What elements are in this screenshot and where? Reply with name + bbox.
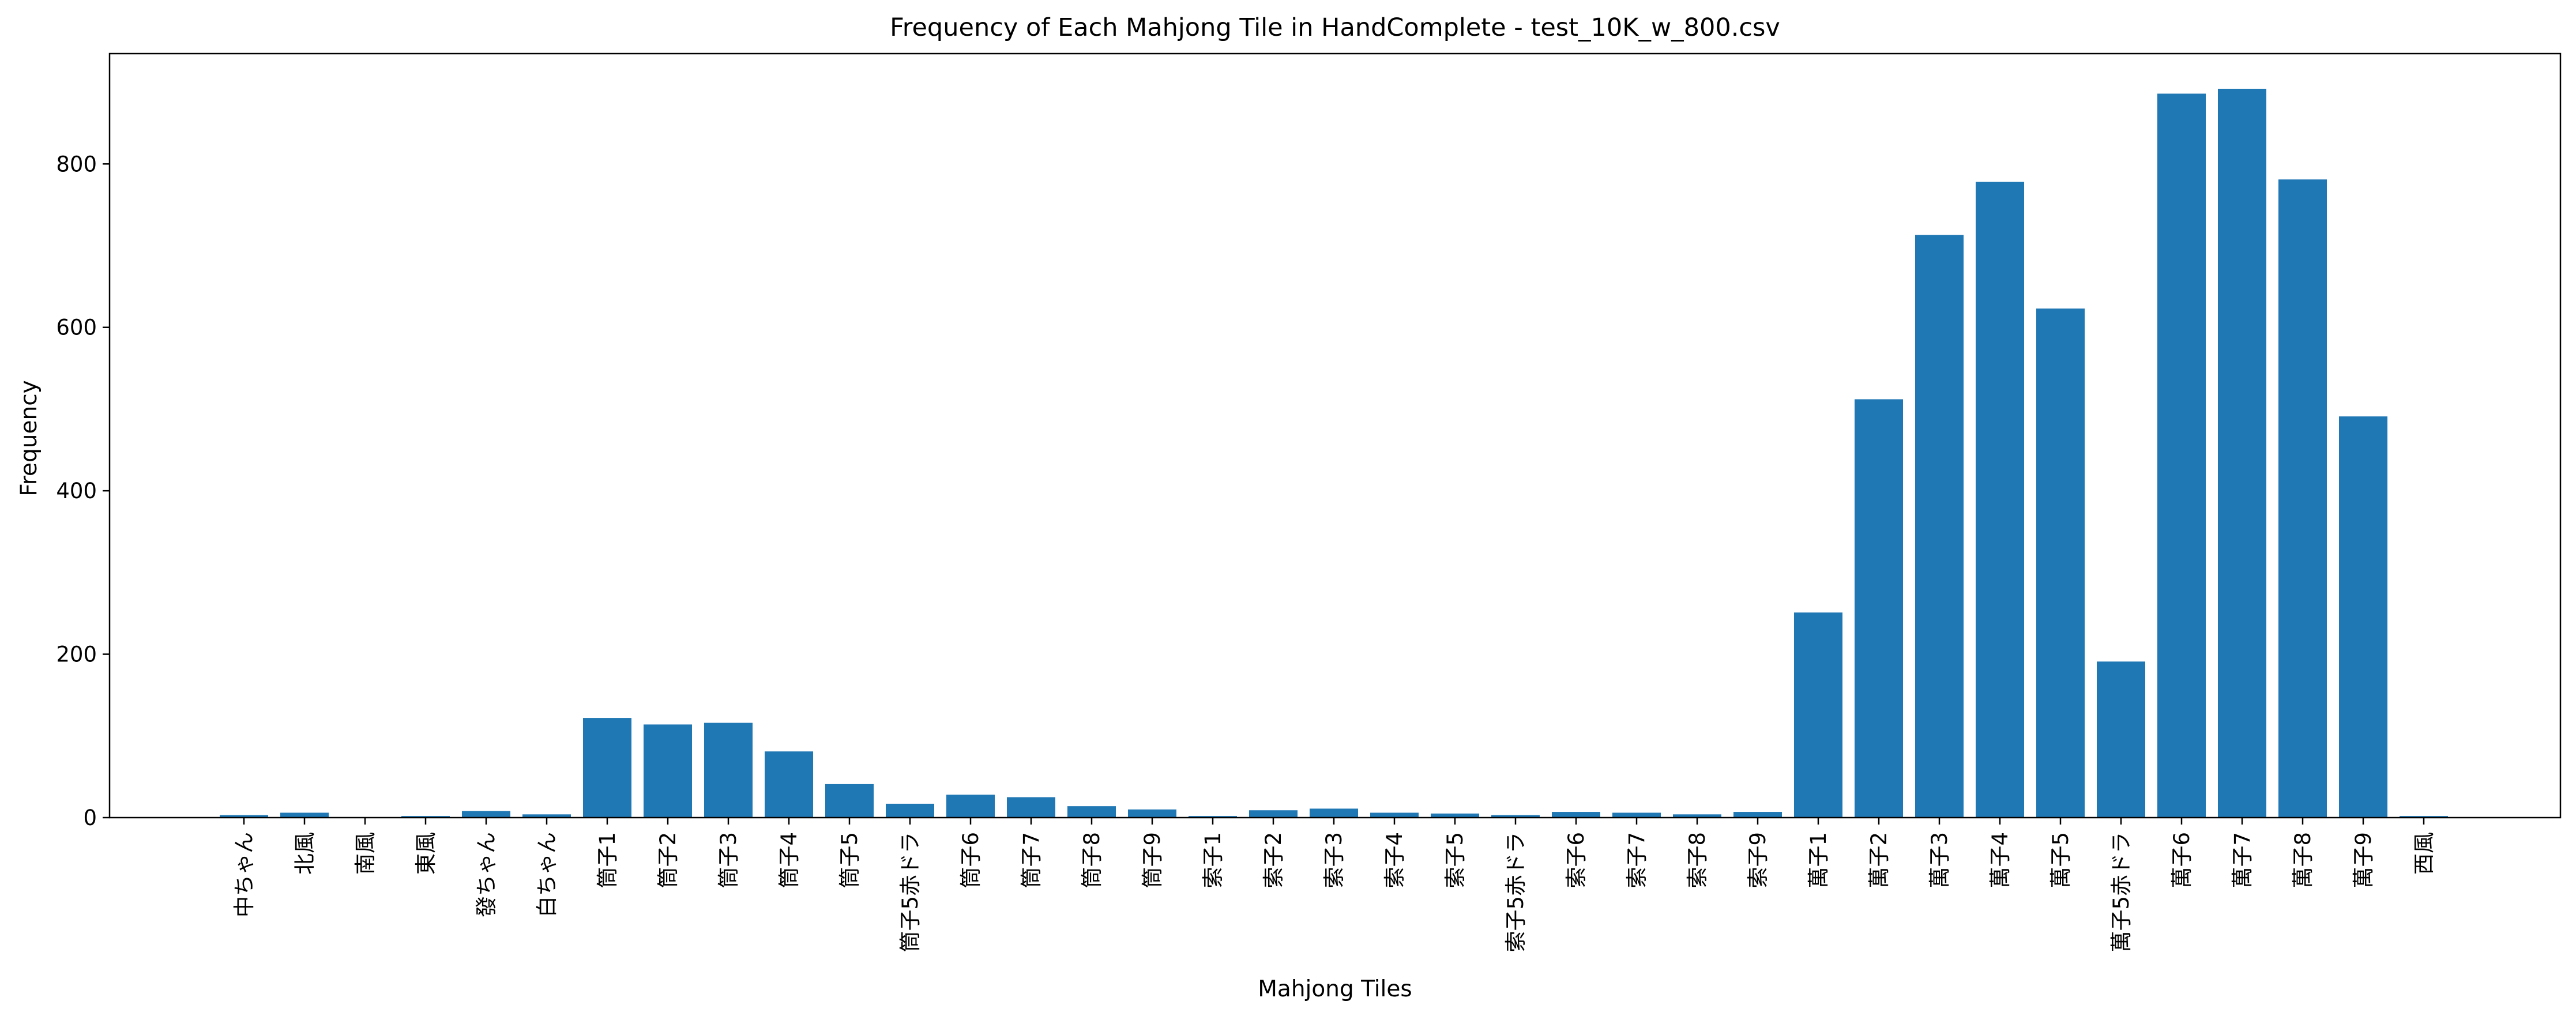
bar xyxy=(1310,808,1358,818)
bar xyxy=(2097,661,2145,818)
x-axis: 中ちゃん 北風 南風 東風 發ちゃん 白ちゃん 筒子1 筒子2 筒子3 筒子4 筒子5 筒子5赤ドラ 筒… xyxy=(232,818,2436,953)
x-tick-label: 中ちゃん xyxy=(232,832,257,917)
bar xyxy=(1249,810,1298,818)
bar xyxy=(522,814,571,818)
bar xyxy=(2339,416,2387,818)
x-tick-label: 南風 xyxy=(353,832,378,875)
bar xyxy=(1915,235,1964,818)
x-tick-label: 萬子8 xyxy=(2291,832,2315,889)
chart-title: Frequency of Each Mahjong Tile in HandCo… xyxy=(890,13,1780,42)
y-tick-label: 200 xyxy=(56,642,97,667)
bar xyxy=(1612,812,1661,818)
bars xyxy=(220,88,2448,818)
bar xyxy=(1673,814,1721,818)
bar xyxy=(280,812,329,818)
bar xyxy=(886,803,934,818)
x-tick-label: 索子2 xyxy=(1261,832,1286,889)
bar xyxy=(704,722,753,818)
x-tick-label: 萬子2 xyxy=(1867,832,1891,889)
plot-frame xyxy=(108,52,2562,819)
x-tick-label: 筒子4 xyxy=(777,832,802,889)
x-tick-label: 索子3 xyxy=(1322,832,1347,889)
x-tick-label: 萬子4 xyxy=(1988,832,2013,889)
bar xyxy=(2036,308,2085,818)
x-tick-label: 白ちゃん xyxy=(535,832,559,917)
bar xyxy=(1855,399,1903,818)
x-tick-label: 索子4 xyxy=(1382,832,1407,889)
bar xyxy=(583,718,631,818)
x-tick-label: 萬子7 xyxy=(2230,832,2255,889)
bar xyxy=(1794,612,1842,818)
x-tick-label: 西風 xyxy=(2412,832,2436,875)
bar xyxy=(765,751,813,818)
bar xyxy=(1976,182,2024,818)
bar xyxy=(1552,812,1600,818)
bar xyxy=(825,784,874,818)
x-tick-label: 筒子3 xyxy=(716,832,741,889)
x-tick-label: 萬子5 xyxy=(2048,832,2073,889)
bar xyxy=(1491,815,1540,818)
bar xyxy=(1189,816,1237,818)
x-tick-label: 索子8 xyxy=(1685,832,1710,889)
x-tick-label: 筒子2 xyxy=(656,832,680,889)
x-tick-label: 筒子8 xyxy=(1080,832,1104,889)
x-tick-label: 萬子6 xyxy=(2169,832,2194,889)
bar xyxy=(401,816,450,818)
y-tick-label: 800 xyxy=(56,152,97,176)
x-tick-label: 索子6 xyxy=(1564,832,1589,889)
bar xyxy=(2278,179,2327,818)
x-tick-label: 索子5 xyxy=(1443,832,1468,889)
x-axis-label: Mahjong Tiles xyxy=(1258,976,1412,1002)
x-tick-label: 筒子7 xyxy=(1019,832,1044,889)
x-tick-label: 索子5赤ドラ xyxy=(1503,832,1528,953)
x-tick-label: 筒子5赤ドラ xyxy=(898,832,923,953)
bar xyxy=(2218,88,2266,818)
x-tick-label: 筒子5 xyxy=(837,832,862,889)
y-tick-label: 600 xyxy=(56,315,97,340)
x-tick-label: 索子9 xyxy=(1746,832,1770,889)
y-tick-label: 400 xyxy=(56,479,97,503)
x-tick-label: 筒子9 xyxy=(1140,832,1165,889)
bar xyxy=(1007,797,1055,818)
bar xyxy=(946,795,995,818)
bar xyxy=(220,815,268,818)
bar xyxy=(2157,93,2206,818)
x-tick-label: 萬子3 xyxy=(1927,832,1952,889)
bar xyxy=(644,724,692,818)
x-tick-label: 索子7 xyxy=(1624,832,1649,889)
bar xyxy=(1128,809,1176,818)
bar xyxy=(1067,806,1116,818)
bar xyxy=(2400,816,2448,818)
x-tick-label: 萬子5赤ドラ xyxy=(2109,832,2134,953)
x-tick-label: 東風 xyxy=(413,832,438,875)
bar xyxy=(1431,813,1479,818)
x-tick-label: 筒子1 xyxy=(595,832,620,889)
y-axis-label: Frequency xyxy=(16,380,42,496)
y-axis: 0 200 400 600 800 xyxy=(56,152,110,830)
bar xyxy=(1733,812,1782,818)
x-tick-label: 發ちゃん xyxy=(474,832,499,917)
x-tick-label: 筒子6 xyxy=(958,832,983,889)
bar xyxy=(1370,812,1419,818)
bar xyxy=(462,811,510,818)
y-tick-label: 0 xyxy=(83,806,97,830)
x-tick-label: 萬子1 xyxy=(1806,832,1831,889)
x-tick-label: 萬子9 xyxy=(2351,832,2376,889)
x-tick-label: 北風 xyxy=(292,832,317,875)
x-tick-label: 索子1 xyxy=(1201,832,1225,889)
